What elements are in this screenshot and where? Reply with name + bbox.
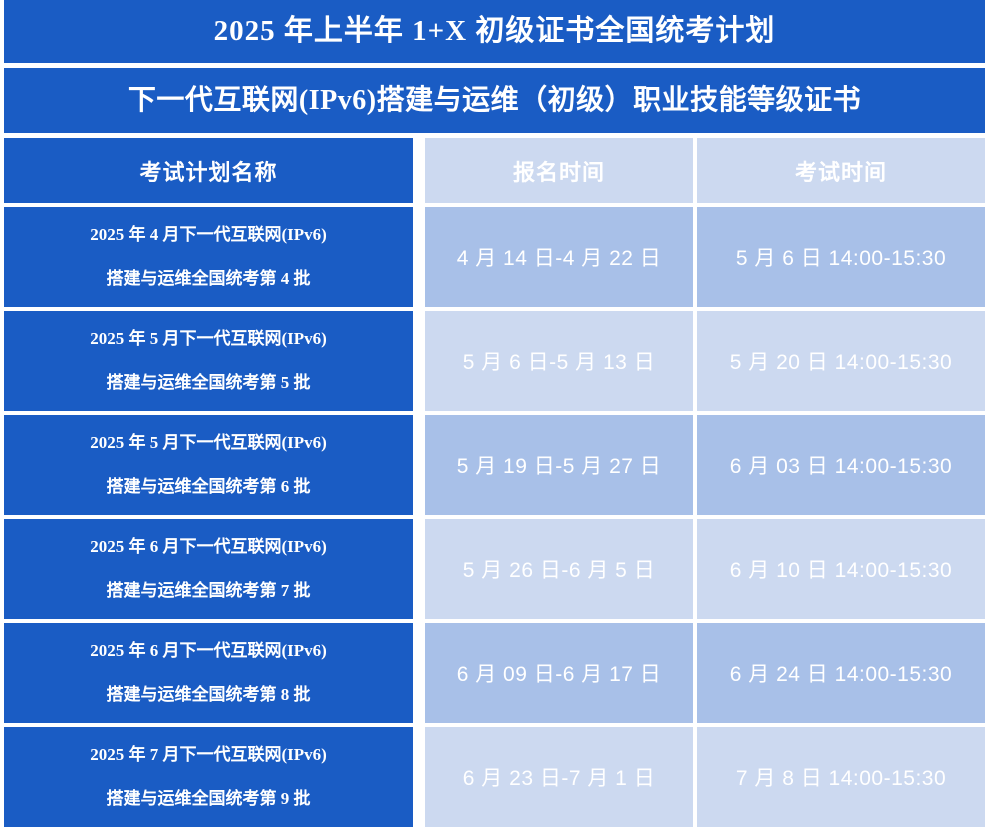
column-divider — [693, 519, 697, 619]
cell-exam-time: 7 月 8 日 14:00-15:30 — [697, 727, 985, 827]
column-gap — [413, 519, 425, 619]
column-gap — [413, 138, 425, 203]
column-header-plan-name: 考试计划名称 — [4, 138, 413, 203]
table-row: 2025 年 6 月下一代互联网(IPv6) 搭建与运维全国统考第 8 批 6 … — [4, 623, 985, 723]
cell-registration-time: 5 月 6 日-5 月 13 日 — [425, 311, 693, 411]
cell-plan-name: 2025 年 4 月下一代互联网(IPv6) 搭建与运维全国统考第 4 批 — [4, 207, 413, 307]
table-row: 2025 年 5 月下一代互联网(IPv6) 搭建与运维全国统考第 6 批 5 … — [4, 415, 985, 515]
cell-exam-time: 5 月 6 日 14:00-15:30 — [697, 207, 985, 307]
column-divider — [693, 207, 697, 307]
plan-name-line-1: 2025 年 7 月下一代互联网(IPv6) — [90, 745, 327, 765]
plan-name-line-2: 搭建与运维全国统考第 7 批 — [106, 581, 311, 600]
column-gap — [413, 727, 425, 827]
cell-plan-name: 2025 年 6 月下一代互联网(IPv6) 搭建与运维全国统考第 8 批 — [4, 623, 413, 723]
cell-plan-name: 2025 年 5 月下一代互联网(IPv6) 搭建与运维全国统考第 5 批 — [4, 311, 413, 411]
table-row: 2025 年 7 月下一代互联网(IPv6) 搭建与运维全国统考第 9 批 6 … — [4, 727, 985, 827]
cell-plan-name: 2025 年 7 月下一代互联网(IPv6) 搭建与运维全国统考第 9 批 — [4, 727, 413, 827]
column-divider — [693, 138, 697, 203]
plan-name-line-1: 2025 年 5 月下一代互联网(IPv6) — [90, 433, 327, 453]
cell-registration-time: 5 月 26 日-6 月 5 日 — [425, 519, 693, 619]
plan-name-line-1: 2025 年 5 月下一代互联网(IPv6) — [90, 329, 327, 349]
cell-plan-name: 2025 年 5 月下一代互联网(IPv6) 搭建与运维全国统考第 6 批 — [4, 415, 413, 515]
cell-exam-time: 6 月 24 日 14:00-15:30 — [697, 623, 985, 723]
column-gap — [413, 623, 425, 723]
column-gap — [413, 207, 425, 307]
table-title-band: 2025 年上半年 1+X 初级证书全国统考计划 — [4, 0, 985, 63]
cell-exam-time: 6 月 10 日 14:00-15:30 — [697, 519, 985, 619]
cell-registration-time: 5 月 19 日-5 月 27 日 — [425, 415, 693, 515]
cell-exam-time: 5 月 20 日 14:00-15:30 — [697, 311, 985, 411]
page-title: 2025 年上半年 1+X 初级证书全国统考计划 — [213, 15, 776, 47]
column-header-registration-time: 报名时间 — [425, 138, 693, 203]
plan-name-line-1: 2025 年 6 月下一代互联网(IPv6) — [90, 537, 327, 557]
cell-registration-time: 6 月 23 日-7 月 1 日 — [425, 727, 693, 827]
table-subtitle-band: 下一代互联网(IPv6)搭建与运维（初级）职业技能等级证书 — [4, 68, 985, 133]
plan-name-line-2: 搭建与运维全国统考第 5 批 — [106, 373, 311, 392]
column-divider — [693, 415, 697, 515]
table-row: 2025 年 4 月下一代互联网(IPv6) 搭建与运维全国统考第 4 批 4 … — [4, 207, 985, 307]
column-gap — [413, 415, 425, 515]
plan-name-line-2: 搭建与运维全国统考第 6 批 — [106, 477, 311, 496]
certificate-name: 下一代互联网(IPv6)搭建与运维（初级）职业技能等级证书 — [127, 84, 862, 116]
cell-exam-time: 6 月 03 日 14:00-15:30 — [697, 415, 985, 515]
column-divider — [693, 311, 697, 411]
column-divider — [693, 623, 697, 723]
table-row: 2025 年 5 月下一代互联网(IPv6) 搭建与运维全国统考第 5 批 5 … — [4, 311, 985, 411]
column-header-exam-time: 考试时间 — [697, 138, 985, 203]
table-header-row: 考试计划名称 报名时间 考试时间 — [4, 138, 985, 203]
cell-registration-time: 4 月 14 日-4 月 22 日 — [425, 207, 693, 307]
plan-name-line-1: 2025 年 4 月下一代互联网(IPv6) — [90, 225, 327, 245]
plan-name-line-1: 2025 年 6 月下一代互联网(IPv6) — [90, 641, 327, 661]
table-row: 2025 年 6 月下一代互联网(IPv6) 搭建与运维全国统考第 7 批 5 … — [4, 519, 985, 619]
plan-name-line-2: 搭建与运维全国统考第 4 批 — [106, 269, 311, 288]
column-gap — [413, 311, 425, 411]
plan-name-line-2: 搭建与运维全国统考第 9 批 — [106, 789, 311, 808]
cell-plan-name: 2025 年 6 月下一代互联网(IPv6) 搭建与运维全国统考第 7 批 — [4, 519, 413, 619]
column-divider — [693, 727, 697, 827]
plan-name-line-2: 搭建与运维全国统考第 8 批 — [106, 685, 311, 704]
cell-registration-time: 6 月 09 日-6 月 17 日 — [425, 623, 693, 723]
